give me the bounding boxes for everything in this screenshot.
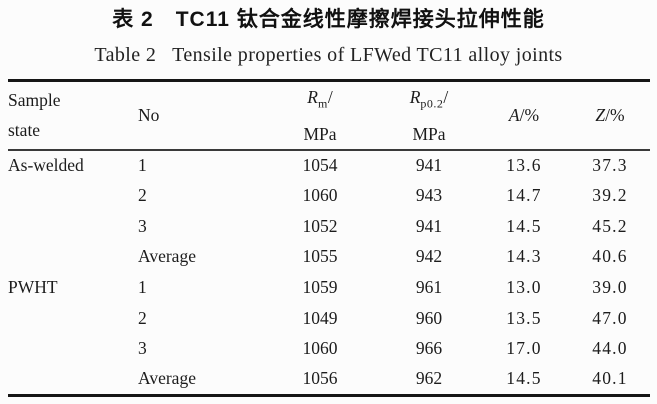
cell-rm: 1049 bbox=[302, 307, 338, 328]
cell-a: 17.0 bbox=[506, 338, 542, 359]
table-row: 3 1052 941 14.5 45.2 bbox=[8, 211, 650, 242]
cell-z: 37.3 bbox=[592, 154, 628, 175]
z-symbol: Z bbox=[595, 104, 606, 125]
cell-no: 1 bbox=[138, 154, 147, 175]
table-row: 2 1049 960 13.5 47.0 bbox=[8, 303, 650, 334]
cell-z: 45.2 bbox=[592, 215, 628, 236]
paper-page: 表 2 TC11 钛合金线性摩擦焊接头拉伸性能 Table 2 Tensile … bbox=[0, 7, 657, 404]
cell-rm: 1060 bbox=[302, 338, 338, 359]
col-header-rp02: Rp0.2/ MPa bbox=[380, 81, 478, 150]
cell-a: 14.5 bbox=[506, 215, 542, 236]
cell-sample-state bbox=[8, 364, 138, 395]
cell-rm: 1059 bbox=[302, 277, 338, 298]
cell-rp02: 941 bbox=[415, 215, 443, 236]
cell-rm: 1060 bbox=[302, 185, 338, 206]
cell-a: 13.0 bbox=[506, 277, 542, 298]
rp02-symbol: R bbox=[409, 87, 421, 107]
col-header-a: A/% bbox=[478, 81, 570, 150]
rm-symbol: R bbox=[307, 87, 318, 107]
cell-a: 13.5 bbox=[506, 307, 542, 328]
table-row: Average 1056 962 14.5 40.1 bbox=[8, 364, 650, 395]
col-header-rm-unit: MPa bbox=[303, 123, 337, 144]
rp02-slash: / bbox=[443, 87, 449, 107]
table-row: 2 1060 943 14.7 39.2 bbox=[8, 180, 650, 211]
header-row: Sample state No Rm/ MPa Rp0.2/ MPa A/% Z… bbox=[8, 81, 650, 150]
table-header: Sample state No Rm/ MPa Rp0.2/ MPa A/% Z… bbox=[8, 81, 650, 150]
cell-no: 3 bbox=[138, 338, 147, 359]
rm-subscript: m bbox=[317, 96, 328, 111]
col-header-sample-state: Sample state bbox=[8, 81, 138, 150]
z-unit: /% bbox=[605, 104, 625, 125]
col-header-rm-symbol-line: Rm/ bbox=[260, 82, 380, 119]
table-caption-en: Table 2 Tensile properties of LFWed TC11… bbox=[94, 44, 563, 66]
cell-rm: 1052 bbox=[302, 215, 338, 236]
cell-no: 2 bbox=[138, 307, 147, 328]
cell-rp02: 961 bbox=[415, 277, 443, 298]
cell-a: 14.3 bbox=[506, 246, 542, 267]
col-header-sample-state-line1: Sample bbox=[8, 90, 61, 111]
col-header-sample-state-line2: state bbox=[8, 120, 41, 141]
col-header-rp02-symbol-line: Rp0.2/ bbox=[380, 82, 478, 119]
col-header-rp02-unit: MPa bbox=[412, 123, 446, 144]
table-row: 3 1060 966 17.0 44.0 bbox=[8, 334, 650, 365]
cell-no: 1 bbox=[138, 277, 147, 298]
cell-sample-state bbox=[8, 180, 138, 211]
cell-rp02: 942 bbox=[415, 246, 443, 267]
cell-no: 2 bbox=[138, 185, 147, 206]
cell-z: 39.0 bbox=[592, 277, 628, 298]
table-caption-zh: 表 2 TC11 钛合金线性摩擦焊接头拉伸性能 bbox=[112, 8, 545, 31]
cell-sample-state bbox=[8, 211, 138, 242]
cell-a: 14.7 bbox=[506, 185, 542, 206]
cell-no: Average bbox=[138, 368, 196, 389]
cell-z: 44.0 bbox=[592, 338, 628, 359]
cell-rp02: 941 bbox=[415, 154, 443, 175]
cell-rp02: 962 bbox=[415, 368, 443, 389]
rm-slash: / bbox=[327, 87, 333, 107]
cell-rp02: 943 bbox=[415, 185, 443, 206]
cell-rm: 1054 bbox=[302, 154, 338, 175]
cell-rm: 1055 bbox=[302, 246, 338, 267]
col-header-no: No bbox=[138, 104, 160, 125]
a-unit: /% bbox=[519, 104, 540, 125]
col-header-z: Z/% bbox=[570, 81, 650, 150]
col-header-rm: Rm/ MPa bbox=[260, 81, 380, 150]
table-row: PWHT 1 1059 961 13.0 39.0 bbox=[8, 272, 650, 303]
table-row: As-welded 1 1054 941 13.6 37.3 bbox=[8, 150, 650, 181]
cell-sample-state: PWHT bbox=[8, 277, 58, 298]
cell-z: 40.1 bbox=[592, 368, 628, 389]
a-symbol: A bbox=[508, 104, 520, 125]
cell-z: 47.0 bbox=[592, 307, 628, 328]
tensile-properties-table: Sample state No Rm/ MPa Rp0.2/ MPa A/% Z… bbox=[8, 79, 650, 397]
table-body: As-welded 1 1054 941 13.6 37.3 2 1060 94… bbox=[8, 150, 650, 396]
cell-sample-state bbox=[8, 334, 138, 365]
cell-sample-state: As-welded bbox=[8, 154, 84, 175]
table-row: Average 1055 942 14.3 40.6 bbox=[8, 242, 650, 273]
cell-a: 14.5 bbox=[506, 368, 542, 389]
rp02-subscript: p0.2 bbox=[420, 96, 444, 111]
cell-no: 3 bbox=[138, 215, 147, 236]
cell-z: 40.6 bbox=[592, 246, 628, 267]
cell-rp02: 960 bbox=[415, 307, 443, 328]
cell-rm: 1056 bbox=[302, 368, 338, 389]
cell-no: Average bbox=[138, 246, 196, 267]
cell-a: 13.6 bbox=[506, 154, 542, 175]
cell-sample-state bbox=[8, 303, 138, 334]
cell-rp02: 966 bbox=[415, 338, 443, 359]
cell-z: 39.2 bbox=[592, 185, 628, 206]
cell-sample-state bbox=[8, 242, 138, 273]
